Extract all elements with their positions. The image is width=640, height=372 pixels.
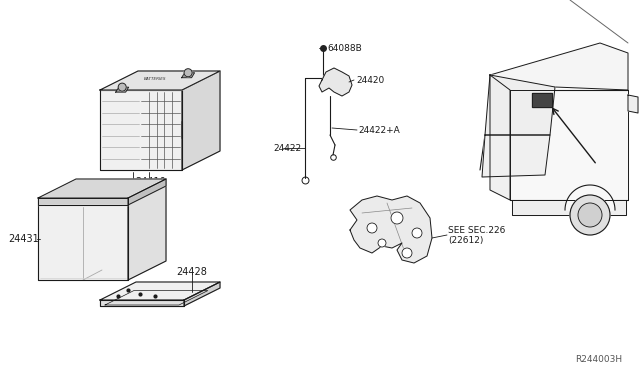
Polygon shape: [184, 282, 220, 306]
Text: R244003H: R244003H: [575, 356, 622, 365]
Polygon shape: [319, 68, 352, 96]
Polygon shape: [565, 185, 615, 210]
Polygon shape: [182, 71, 220, 170]
Text: SEE SEC.226: SEE SEC.226: [448, 225, 506, 234]
Polygon shape: [100, 300, 184, 306]
Polygon shape: [482, 135, 550, 177]
Circle shape: [118, 83, 126, 91]
Circle shape: [367, 223, 377, 233]
Text: 64088B: 64088B: [327, 44, 362, 52]
Polygon shape: [116, 87, 129, 92]
Polygon shape: [512, 200, 626, 215]
Circle shape: [402, 248, 412, 258]
Circle shape: [184, 69, 192, 77]
Circle shape: [378, 239, 386, 247]
Polygon shape: [38, 179, 166, 198]
Text: BATTERIES: BATTERIES: [144, 77, 166, 80]
Polygon shape: [182, 73, 195, 78]
Polygon shape: [128, 179, 166, 205]
Polygon shape: [100, 90, 182, 170]
Text: 24420: 24420: [356, 76, 384, 84]
Polygon shape: [532, 93, 552, 107]
Polygon shape: [100, 71, 220, 90]
Polygon shape: [100, 282, 220, 300]
Polygon shape: [510, 90, 628, 200]
Polygon shape: [38, 198, 128, 280]
Text: (22612): (22612): [448, 235, 483, 244]
Polygon shape: [38, 198, 128, 205]
Circle shape: [391, 212, 403, 224]
Circle shape: [578, 203, 602, 227]
Text: 24431: 24431: [8, 234, 39, 244]
Text: 24422: 24422: [273, 144, 301, 153]
Text: 24422+A: 24422+A: [358, 125, 400, 135]
Polygon shape: [485, 75, 555, 135]
Polygon shape: [350, 196, 432, 263]
Text: 24410: 24410: [135, 177, 166, 187]
Polygon shape: [628, 95, 638, 113]
Polygon shape: [128, 179, 166, 280]
Polygon shape: [490, 43, 628, 90]
Text: 24428: 24428: [177, 267, 207, 277]
Circle shape: [570, 195, 610, 235]
Circle shape: [412, 228, 422, 238]
Polygon shape: [490, 75, 510, 200]
